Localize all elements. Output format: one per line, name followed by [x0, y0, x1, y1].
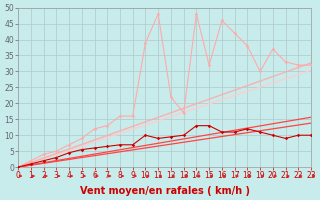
X-axis label: Vent moyen/en rafales ( km/h ): Vent moyen/en rafales ( km/h ) [80, 186, 250, 196]
